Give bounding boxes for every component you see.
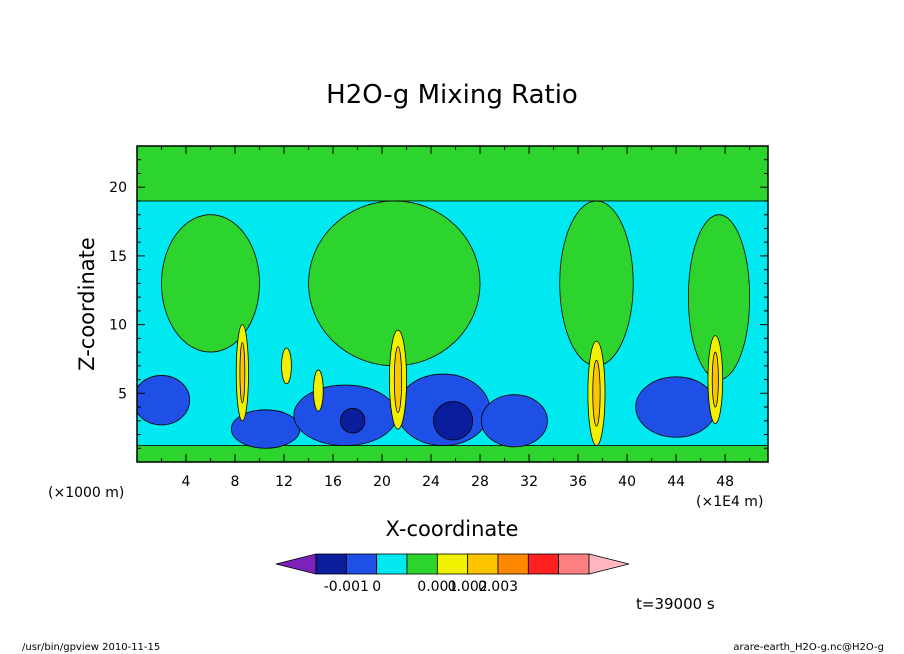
x-axis-unit-right: (×1E4 m) (696, 494, 763, 510)
x-tick-label: 48 (716, 474, 734, 490)
colorbar-tick-label: -0.001 (324, 579, 369, 595)
y-tick-label: 20 (109, 180, 127, 196)
contour-region-24 (239, 342, 246, 404)
x-tick-label: 4 (182, 474, 191, 490)
y-tick-label: 10 (109, 318, 127, 334)
y-tick-labels: 5 10 15 20 (109, 180, 127, 402)
contour-region-6 (161, 214, 260, 353)
chart-title: H2O-g Mixing Ratio (326, 80, 578, 110)
colorbar-tick-label: 0.001 (417, 579, 457, 595)
colorbar-tick-label: 0 (372, 579, 381, 595)
x-tick-label: 12 (275, 474, 293, 490)
x-axis-unit-left: (×1000 m) (48, 485, 124, 501)
colorbar-segment (376, 553, 408, 575)
x-axis-label: X-coordinate (386, 517, 519, 541)
footer-right: arare-earth_H2O-g.nc@H2O-g (733, 642, 884, 653)
colorbar (275, 553, 630, 575)
contour-region-14 (339, 408, 366, 434)
x-tick-label: 20 (373, 474, 391, 490)
contour-region-23 (711, 351, 719, 408)
contour-region-21 (393, 346, 403, 413)
contour-region-12 (635, 376, 717, 438)
x-tick-label: 36 (569, 474, 587, 490)
colorbar-segment (527, 553, 560, 575)
x-tick-label: 32 (520, 474, 538, 490)
contour-region-16 (281, 347, 292, 385)
time-label: t=39000 s (636, 595, 715, 613)
y-axis-label: Z-coordinate (75, 237, 99, 371)
x-tick-label: 28 (471, 474, 489, 490)
contour-region-2 (137, 146, 768, 202)
footer-left: /usr/bin/gpview 2010-11-15 (22, 642, 160, 653)
colorbar-segment (345, 553, 378, 575)
x-tick-label: 44 (667, 474, 685, 490)
x-tick-labels: 4 8 12 16 20 24 28 32 36 40 44 48 (182, 474, 734, 490)
colorbar-arrow-right (588, 553, 630, 575)
contour-region-13 (433, 401, 474, 441)
colorbar-segment (467, 553, 499, 575)
colorbar-segment (436, 553, 469, 575)
colorbar-tick-label: 0.002 (448, 579, 488, 595)
x-tick-label: 8 (231, 474, 240, 490)
contour-region-1 (137, 445, 768, 462)
colorbar-tick-label: 0.003 (478, 579, 518, 595)
contour-region-17 (313, 369, 324, 412)
plot-frame (136, 145, 769, 463)
colorbar-arrow-left (275, 553, 317, 575)
contour-field (137, 146, 768, 462)
colorbar-segment (497, 553, 529, 575)
x-tick-label: 40 (618, 474, 636, 490)
colorbar-segment (406, 553, 438, 575)
y-tick-label: 5 (118, 386, 127, 402)
colorbar-segment (558, 553, 590, 575)
contour-region-11 (480, 394, 548, 448)
contour-region-7 (137, 375, 191, 426)
axis-ticks (137, 146, 768, 462)
y-tick-label: 15 (109, 249, 127, 265)
x-tick-label: 24 (422, 474, 440, 490)
contour-region-22 (592, 359, 601, 427)
x-tick-label: 16 (324, 474, 342, 490)
colorbar-segment (315, 553, 347, 575)
